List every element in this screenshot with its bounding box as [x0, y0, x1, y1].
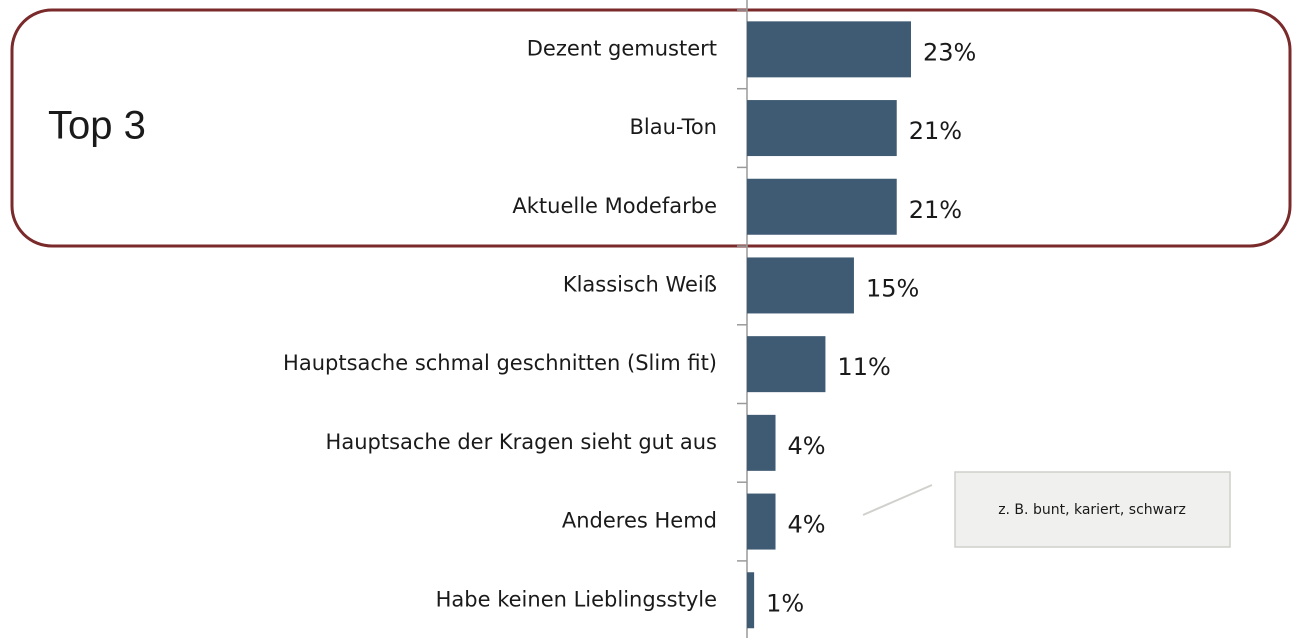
bar [747, 178, 897, 235]
category-label: Anderes Hemd [562, 509, 717, 533]
bar [747, 336, 826, 393]
category-label: Dezent gemustert [527, 36, 717, 60]
bar [747, 414, 776, 471]
bar [747, 572, 755, 629]
value-label: 1% [766, 589, 804, 617]
value-label: 23% [923, 38, 976, 66]
value-label: 4% [788, 511, 826, 539]
category-label: Aktuelle Modefarbe [512, 194, 717, 218]
value-label: 15% [866, 274, 919, 302]
value-label: 11% [837, 353, 890, 381]
bar [747, 100, 897, 157]
callout-text: z. B. bunt, kariert, schwarz [998, 502, 1186, 518]
category-label: Habe keinen Lieblingsstyle [436, 587, 717, 611]
category-label: Hauptsache der Kragen sieht gut aus [326, 430, 717, 454]
bar [747, 21, 911, 78]
callout-line [862, 484, 933, 516]
value-label: 4% [788, 432, 826, 460]
top3-label: Top 3 [48, 104, 146, 148]
bar [747, 257, 854, 314]
callout-box [954, 471, 1231, 548]
category-label: Hauptsache schmal geschnitten (Slim fit) [283, 351, 717, 375]
value-label: 21% [909, 117, 962, 145]
value-label: 21% [909, 196, 962, 224]
bar [747, 493, 776, 550]
category-label: Klassisch Weiß [563, 272, 717, 296]
top3-frame [10, 8, 1292, 248]
category-label: Blau-Ton [630, 115, 718, 139]
